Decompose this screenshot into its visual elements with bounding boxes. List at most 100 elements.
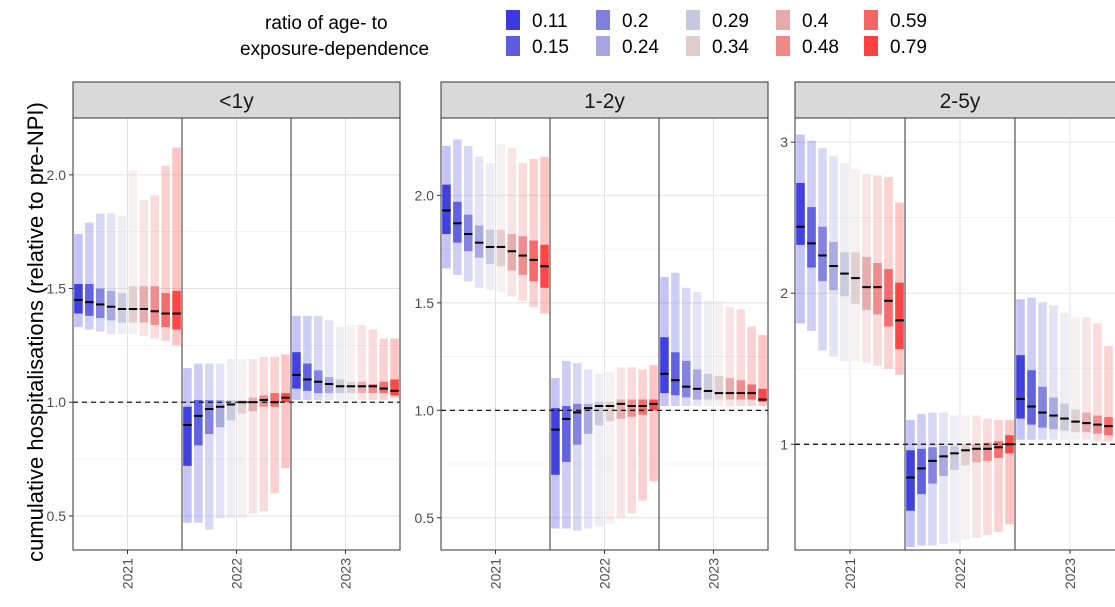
bar-outer-2-5y-2023-0-29 xyxy=(1060,312,1069,440)
bar-outer-1-2y-2022-0-29 xyxy=(594,373,604,527)
bar-inner-2-5y-2021-0-59 xyxy=(884,269,893,327)
bar-outer-1-2y-2021-0-48 xyxy=(518,163,528,301)
x-tick-label-2021: 2021 xyxy=(842,558,858,589)
bar-outer-2-5y-2022-0-48 xyxy=(983,418,992,535)
bar-inner-2-5y-2021-0-79 xyxy=(895,282,904,350)
bar-inner-2-5y-2021-0-11 xyxy=(796,182,805,245)
bar-inner-1-2y-2023-0-11 xyxy=(660,337,669,394)
bar-inner-1-2y-2022-0-11 xyxy=(551,408,560,475)
x-tick-label-2021: 2021 xyxy=(120,558,136,589)
y-axis-label: cumulative hospitalisations (relative to… xyxy=(23,102,48,562)
bar-inner-under-1y-2023-0-11 xyxy=(292,352,301,389)
bar-inner-under-1y-2022-0-4 xyxy=(248,397,258,412)
strip-1-2y xyxy=(440,81,769,119)
legend-title-line1: ratio of age- to xyxy=(265,13,388,34)
bar-outer-1-2y-2022-0-24 xyxy=(583,369,593,529)
bar-inner-2-5y-2022-0-2 xyxy=(928,447,937,484)
bar-inner-under-1y-2023-0-15 xyxy=(303,363,312,391)
bar-inner-1-2y-2023-0-29 xyxy=(703,373,713,400)
bar-inner-1-2y-2022-0-79 xyxy=(649,399,658,411)
legend-label-0-48: 0.48 xyxy=(802,37,839,58)
bar-inner-1-2y-2022-0-48 xyxy=(627,399,637,417)
bar-outer-2-5y-2022-0-4 xyxy=(972,415,981,538)
bar-inner-2-5y-2022-0-34 xyxy=(961,444,970,466)
facets: <1y 0.5 1.0 1.5 2.0 2021 2022 2023 1-2y 0.5 1.0 1.5… xyxy=(47,81,1115,589)
bar-inner-1-2y-2021-0-4 xyxy=(507,234,517,271)
bar-inner-under-1y-2023-0-48 xyxy=(368,384,378,394)
legend-swatch-0-48 xyxy=(776,36,790,56)
bar-inner-under-1y-2023-0-59 xyxy=(379,381,388,394)
y-tick-label: 1.0 xyxy=(47,394,67,410)
bar-outer-1-2y-2021-0-29 xyxy=(485,163,495,290)
bar-inner-1-2y-2023-0-48 xyxy=(736,380,746,400)
bar-inner-1-2y-2023-0-79 xyxy=(758,388,767,402)
bar-inner-2-5y-2022-0-15 xyxy=(917,448,926,495)
bar-outer-under-1y-2021-0-2 xyxy=(95,213,105,332)
bar-inner-under-1y-2021-0-4 xyxy=(139,286,149,323)
facet-2-5y: 2-5y 1 2 3 2021 2022 2023 xyxy=(780,81,1115,589)
bar-inner-under-1y-2023-0-4 xyxy=(357,381,367,394)
bar-outer-1-2y-2022-0-4 xyxy=(616,367,626,518)
bar-inner-under-1y-2021-0-24 xyxy=(106,290,116,321)
bar-inner-1-2y-2022-0-2 xyxy=(572,403,582,445)
bar-outer-under-1y-2023-0-2 xyxy=(313,315,323,400)
bar-inner-2-5y-2021-0-15 xyxy=(807,207,816,268)
bar-outer-1-2y-2022-0-34 xyxy=(605,371,615,525)
bar-inner-1-2y-2021-0-59 xyxy=(529,240,538,282)
bar-inner-1-2y-2022-0-4 xyxy=(616,399,626,419)
y-tick-label: 0.5 xyxy=(415,510,435,526)
bar-outer-under-1y-2022-0-79 xyxy=(281,354,290,469)
bar-outer-under-1y-2021-0-48 xyxy=(150,195,160,339)
bar-inner-1-2y-2021-0-34 xyxy=(496,229,506,267)
y-tick-label: 0.5 xyxy=(47,508,67,524)
legend-label-0-59: 0.59 xyxy=(890,11,927,32)
strip-label-1-2y: 1-2y xyxy=(584,90,625,113)
legend-label-0-11: 0.11 xyxy=(532,11,568,32)
x-tick-label-2022: 2022 xyxy=(597,558,613,589)
bar-outer-1-2y-2023-0-24 xyxy=(692,292,702,406)
bar-outer-under-1y-2023-0-4 xyxy=(357,324,367,400)
bar-inner-1-2y-2023-0-34 xyxy=(714,375,724,400)
legend-label-0-2: 0.2 xyxy=(622,11,648,32)
bar-outer-1-2y-2023-0-4 xyxy=(725,307,735,406)
bar-inner-under-1y-2022-0-29 xyxy=(226,399,236,421)
bar-inner-under-1y-2023-0-34 xyxy=(346,381,356,394)
bar-outer-under-1y-2022-0-48 xyxy=(259,356,269,512)
bar-outer-1-2y-2022-0-2 xyxy=(572,363,582,531)
bar-outer-2-5y-2023-0-24 xyxy=(1049,305,1058,440)
bar-inner-1-2y-2021-0-15 xyxy=(453,201,462,243)
bar-outer-under-1y-2022-0-4 xyxy=(248,359,258,514)
bar-outer-under-1y-2022-0-2 xyxy=(204,363,214,530)
bar-inner-under-1y-2021-0-34 xyxy=(128,286,138,323)
bar-inner-under-1y-2022-0-24 xyxy=(215,399,225,428)
bar-inner-under-1y-2023-0-24 xyxy=(324,377,334,394)
bar-outer-1-2y-2021-0-24 xyxy=(474,156,484,288)
bar-inner-under-1y-2021-0-79 xyxy=(172,290,181,330)
bar-outer-under-1y-2023-0-34 xyxy=(346,324,356,400)
bar-inner-1-2y-2022-0-59 xyxy=(638,399,647,415)
legend-swatch-0-34 xyxy=(686,36,700,56)
bar-inner-2-5y-2022-0-4 xyxy=(972,444,981,463)
bar-outer-2-5y-2023-0-48 xyxy=(1093,323,1102,442)
legend-swatch-0-79 xyxy=(864,36,878,56)
x-tick-label-2023: 2023 xyxy=(706,558,722,589)
bar-inner-2-5y-2021-0-48 xyxy=(873,263,882,315)
bar-outer-2-5y-2023-0-59 xyxy=(1104,346,1113,442)
legend-swatch-0-4 xyxy=(776,10,790,30)
bar-outer-under-1y-2023-0-29 xyxy=(335,327,345,400)
bar-outer-under-1y-2023-0-15 xyxy=(303,315,312,400)
bar-outer-2-5y-2022-0-24 xyxy=(939,412,948,544)
legend-swatch-0-11 xyxy=(506,10,520,30)
y-tick-label: 2.0 xyxy=(47,167,67,183)
bar-outer-2-5y-2022-0-34 xyxy=(961,415,970,540)
bar-inner-2-5y-2023-0-24 xyxy=(1049,397,1058,430)
bar-outer-1-2y-2022-0-48 xyxy=(627,367,637,514)
bar-inner-1-2y-2023-0-59 xyxy=(747,384,756,400)
bar-inner-2-5y-2022-0-24 xyxy=(939,445,948,476)
bar-outer-1-2y-2021-0-4 xyxy=(507,148,517,297)
bar-outer-under-1y-2022-0-29 xyxy=(226,359,236,519)
y-tick-label: 1.5 xyxy=(415,295,435,311)
bar-inner-1-2y-2022-0-24 xyxy=(583,403,593,434)
bar-outer-1-2y-2023-0-29 xyxy=(703,300,713,406)
